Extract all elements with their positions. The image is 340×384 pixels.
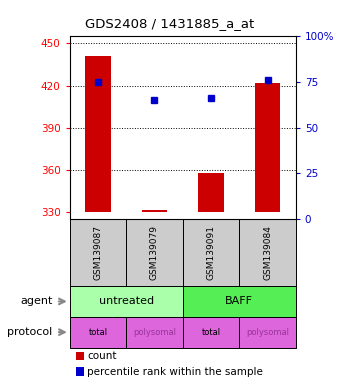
Bar bbox=[70, 219, 126, 286]
Bar bbox=[76, 352, 84, 360]
Bar bbox=[198, 172, 224, 212]
Text: GSM139091: GSM139091 bbox=[206, 225, 216, 280]
Bar bbox=[239, 317, 296, 348]
Bar bbox=[126, 219, 183, 286]
Bar bbox=[85, 56, 111, 212]
Bar bbox=[126, 317, 183, 348]
Text: GSM139084: GSM139084 bbox=[263, 225, 272, 280]
Text: polysomal: polysomal bbox=[133, 328, 176, 337]
Text: GDS2408 / 1431885_a_at: GDS2408 / 1431885_a_at bbox=[85, 17, 255, 30]
Text: BAFF: BAFF bbox=[225, 296, 253, 306]
Bar bbox=[142, 210, 167, 212]
Bar bbox=[70, 317, 126, 348]
Text: percentile rank within the sample: percentile rank within the sample bbox=[87, 366, 263, 377]
Bar bbox=[76, 367, 84, 376]
Bar bbox=[183, 219, 239, 286]
Text: count: count bbox=[87, 351, 117, 361]
Text: agent: agent bbox=[20, 296, 53, 306]
Text: total: total bbox=[88, 328, 107, 337]
Text: GSM139079: GSM139079 bbox=[150, 225, 159, 280]
Bar bbox=[239, 219, 296, 286]
Bar bbox=[255, 83, 280, 212]
Bar bbox=[70, 286, 183, 317]
Text: total: total bbox=[201, 328, 221, 337]
Bar bbox=[183, 317, 239, 348]
Bar bbox=[183, 286, 296, 317]
Text: untreated: untreated bbox=[99, 296, 154, 306]
Text: polysomal: polysomal bbox=[246, 328, 289, 337]
Text: protocol: protocol bbox=[7, 327, 53, 337]
Text: GSM139087: GSM139087 bbox=[94, 225, 102, 280]
